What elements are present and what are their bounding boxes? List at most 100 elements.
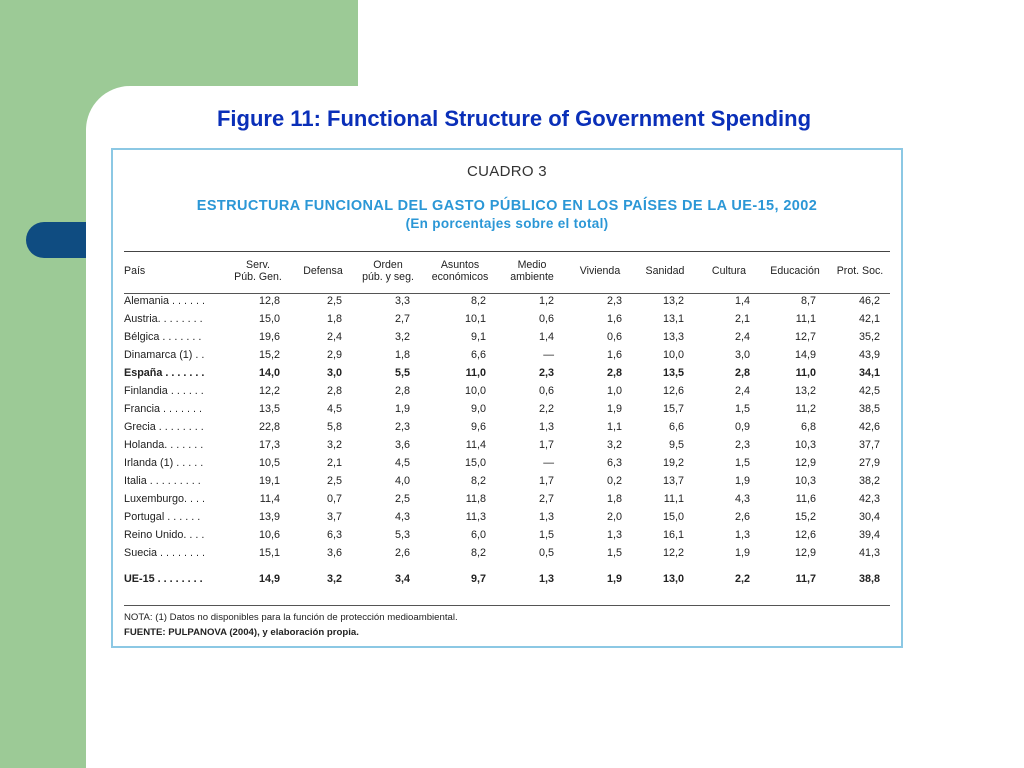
value-cell: 1,5 [606,547,622,559]
value-cell: 1,6 [606,313,622,325]
value-cell: 42,5 [858,385,880,397]
table-row: Reino Unido. . . . 10,6 6,3 5,3 6,0 1,5 1,3 16,… [124,526,892,544]
value-cell: 15,0 [258,313,280,325]
value-cell: 6,3 [326,529,342,541]
value-cell: 13,1 [662,313,684,325]
value-cell: 13,2 [794,385,816,397]
value-cell: 14,9 [794,349,816,361]
table-row: Suecia . . . . . . . . 15,1 3,6 2,6 8,2 0,5 1,… [124,544,892,562]
value-cell: 15,2 [794,511,816,523]
value-cell: 2,3 [538,367,554,379]
column-header: Vivienda [579,265,621,277]
value-cell: 35,2 [858,331,880,343]
top-rule [124,251,890,252]
value-cell: 10,0 [464,385,486,397]
value-cell: 6,3 [606,457,622,469]
value-cell: 3,2 [326,573,342,585]
value-cell: 22,8 [258,421,280,433]
value-cell: 12,2 [662,547,684,559]
value-cell: 1,7 [538,475,554,487]
country-cell: España . . . . . . . [124,367,205,379]
column-header: Educación [770,265,820,277]
value-cell: 2,3 [394,421,410,433]
value-cell: 1,0 [606,385,622,397]
table-body: Alemania . . . . . . 12,8 2,5 3,3 8,2 1,2 2,3 1… [124,286,892,588]
header-rule [124,293,890,294]
value-cell: 41,3 [858,547,880,559]
value-cell: 3,3 [394,295,410,307]
column-header: Cultura [711,265,747,277]
value-cell: 2,9 [326,349,342,361]
value-cell: 1,3 [734,529,750,541]
value-cell: 1,3 [538,421,554,433]
column-header: Defensa [303,265,343,277]
value-cell: 42,1 [858,313,880,325]
table-header-row: País Serv. Púb. Gen. Defensa Orden púb. y seg… [124,256,892,286]
value-cell: 9,0 [470,403,486,415]
value-cell: 10,6 [258,529,280,541]
value-cell: 1,4 [734,295,750,307]
country-cell: Francia . . . . . . . [124,403,202,415]
value-cell: 38,8 [858,573,880,585]
value-cell: 13,9 [258,511,280,523]
column-header: Prot. Soc. [836,265,884,277]
value-cell: 9,5 [668,439,684,451]
navy-accent-tab [26,222,86,258]
value-cell: 10,1 [464,313,486,325]
value-cell: 12,8 [258,295,280,307]
value-cell: 13,5 [258,403,280,415]
value-cell: 8,7 [800,295,816,307]
value-cell: 3,2 [606,439,622,451]
value-cell: 4,0 [394,475,410,487]
value-cell: 2,6 [734,511,750,523]
value-cell: 12,2 [258,385,280,397]
table-row: Alemania . . . . . . 12,8 2,5 3,3 8,2 1,2 2,3 1… [124,292,892,310]
value-cell: 13,7 [662,475,684,487]
value-cell: 11,0 [465,367,486,379]
value-cell: 34,1 [858,367,880,379]
value-cell: 12,9 [794,457,816,469]
value-cell: 2,8 [606,367,622,379]
value-cell: 17,3 [258,439,280,451]
value-cell: 1,4 [538,331,554,343]
table-row: Finlandia . . . . . . 12,2 2,8 2,8 10,0 0,6 1,… [124,382,892,400]
value-cell: 19,1 [258,475,280,487]
table-subtitle: (En porcentajes sobre el total) [405,216,609,231]
table-note: NOTA: (1) Datos no disponibles para la f… [124,612,458,623]
value-cell: 0,2 [606,475,622,487]
value-cell: 14,9 [258,573,280,585]
value-cell: 1,7 [538,439,554,451]
value-cell: 2,7 [538,493,554,505]
value-cell: 11,4 [465,439,486,451]
table-row: Dinamarca (1) . . 15,2 2,9 1,8 6,6 — 1,6 10,0 3,… [124,346,892,364]
value-cell: 8,2 [470,295,486,307]
bottom-rule [124,605,890,606]
value-cell: 0,7 [326,493,342,505]
value-cell: 15,0 [464,457,486,469]
value-cell: 9,1 [470,331,486,343]
value-cell: 11,2 [795,403,816,415]
value-cell: 4,3 [734,493,750,505]
value-cell: 37,7 [858,439,880,451]
slide-title: Figure 11: Functional Structure of Gover… [216,106,812,131]
value-cell: 2,5 [394,493,410,505]
value-cell: 0,9 [734,421,750,433]
value-cell: 10,3 [794,439,816,451]
table-source: FUENTE: PULPANOVA (2004), y elaboración … [124,627,359,638]
value-cell: 1,1 [606,421,622,433]
value-cell: 15,0 [662,511,684,523]
value-cell: 12,6 [794,529,816,541]
value-cell: 14,0 [258,367,280,379]
value-cell: — [543,457,554,469]
value-cell: 10,0 [662,349,684,361]
table-row: España . . . . . . . 14,0 3,0 5,5 11,0 2,3 2,8… [124,364,892,382]
value-cell: 1,9 [606,573,622,585]
value-cell: 0,6 [538,385,554,397]
value-cell: 11,6 [795,493,816,505]
value-cell: 6,6 [470,349,486,361]
value-cell: 12,9 [794,547,816,559]
spending-table: País Serv. Púb. Gen. Defensa Orden púb. y seg… [124,256,892,588]
value-cell: 19,2 [662,457,684,469]
value-cell: 0,5 [538,547,554,559]
value-cell: 0,6 [538,313,554,325]
